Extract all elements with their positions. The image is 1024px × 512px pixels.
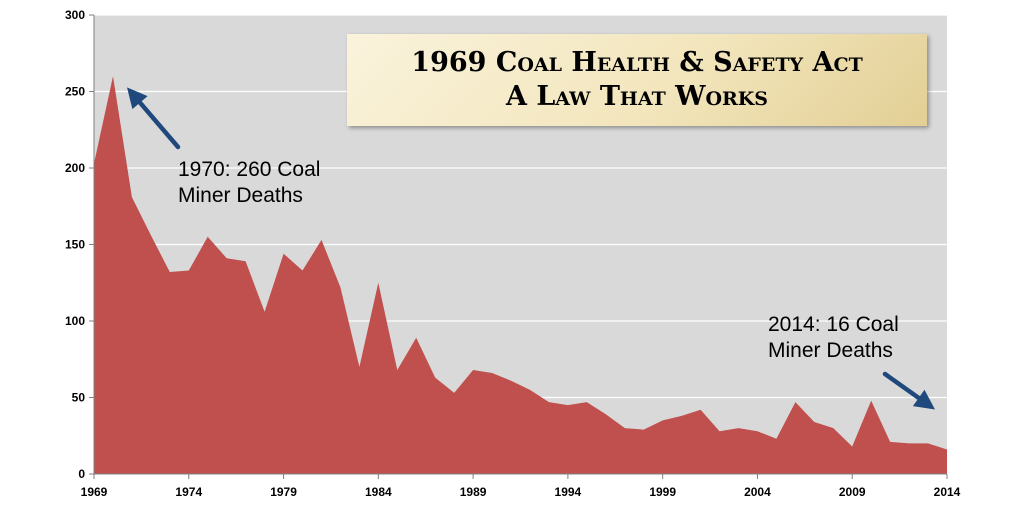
- x-tick-label-2014: 2014: [934, 485, 961, 499]
- annotation-arrow-1970-shaft: [137, 100, 181, 150]
- x-tick-label-2004: 2004: [744, 485, 771, 499]
- x-tick-label-1999: 1999: [649, 485, 676, 499]
- y-tick-label-300: 300: [65, 8, 85, 22]
- y-tick-label-100: 100: [65, 314, 85, 328]
- annotation-arrows: [127, 87, 935, 410]
- annotation-arrow-1970-head: [127, 87, 148, 110]
- chart-title-line-1: 1969 Coal Health & Safety Act: [411, 47, 863, 78]
- area-series: [94, 76, 947, 474]
- x-tick-label-1994: 1994: [555, 485, 582, 499]
- x-tick-label-1974: 1974: [175, 485, 202, 499]
- chart-title-box: 1969 Coal Health & Safety Act A Law That…: [347, 34, 927, 126]
- y-tick-label-200: 200: [65, 161, 85, 175]
- x-tick-label-1984: 1984: [365, 485, 392, 499]
- y-tick-label-0: 0: [78, 467, 85, 481]
- y-tick-label-150: 150: [65, 238, 85, 252]
- annotation-1970: 1970: 260 Coal Miner Deaths: [178, 157, 320, 209]
- y-axis-ticks: 0 50 100 150 200 250 300: [65, 8, 94, 481]
- annotation-2014-line-2: Miner Deaths: [768, 339, 893, 362]
- x-tick-label-2009: 2009: [839, 485, 866, 499]
- annotation-arrow-2014-shaft: [882, 371, 921, 401]
- chart-title-line-2: A Law That Works: [505, 81, 769, 112]
- annotation-1970-line-1: 1970: 260 Coal: [178, 158, 321, 181]
- annotation-2014: 2014: 16 Coal Miner Deaths: [768, 312, 899, 364]
- y-tick-label-250: 250: [65, 85, 85, 99]
- x-tick-label-1989: 1989: [460, 485, 487, 499]
- annotation-2014-line-1: 2014: 16 Coal: [768, 313, 899, 336]
- x-axis-ticks: 1969 1974 1979 1984 1989 1994 1999 2004 2009 2014: [81, 474, 961, 499]
- y-tick-label-50: 50: [72, 391, 86, 405]
- x-tick-label-1979: 1979: [270, 485, 297, 499]
- annotation-1970-line-2: Miner Deaths: [178, 184, 303, 207]
- annotation-arrow-2014-head: [912, 389, 935, 410]
- x-tick-label-1969: 1969: [81, 485, 108, 499]
